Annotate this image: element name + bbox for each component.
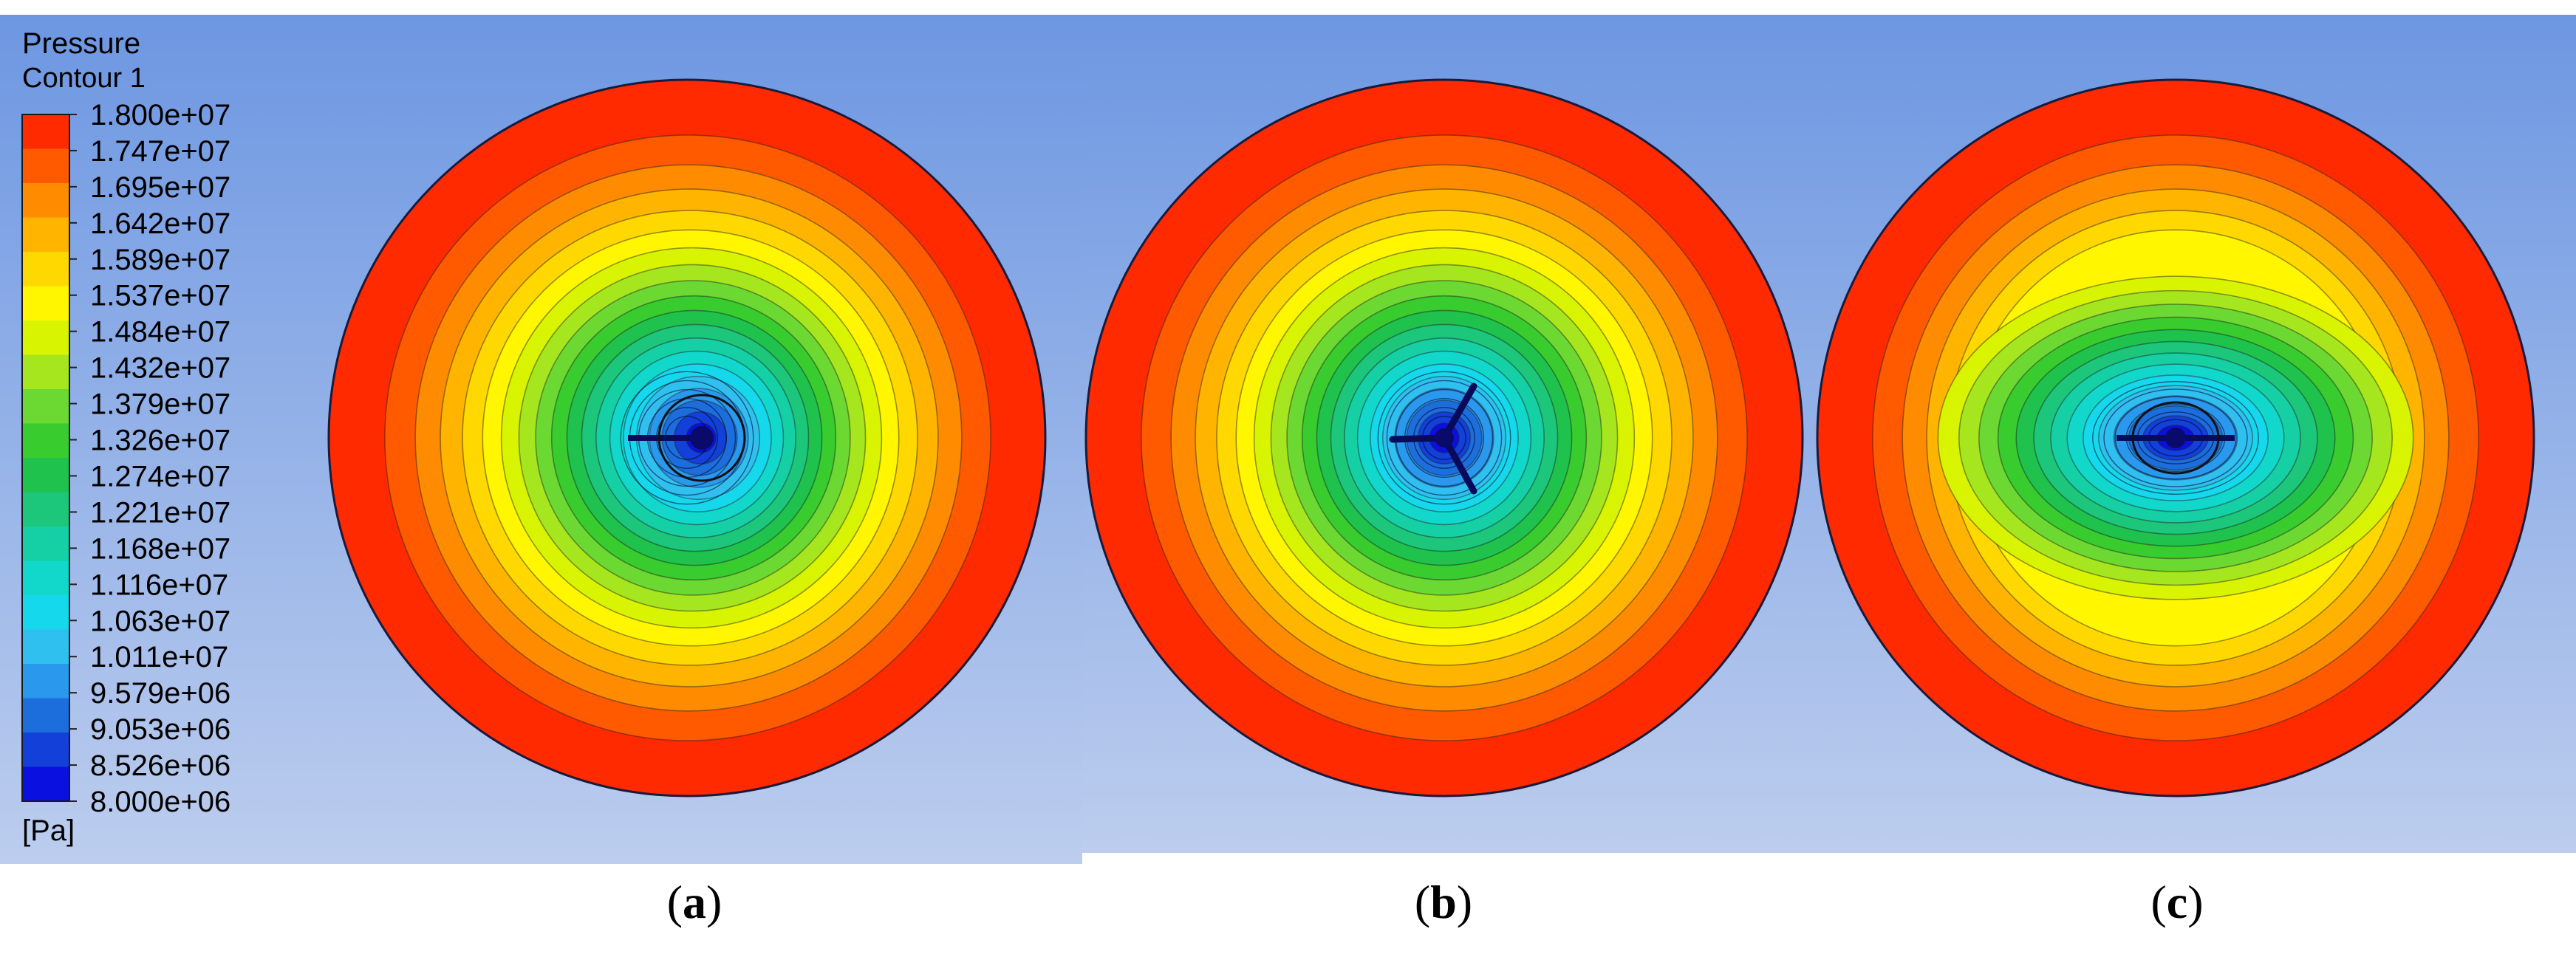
legend-swatch <box>22 354 69 390</box>
legend-swatch <box>22 698 69 733</box>
caption-b-close: ) <box>1456 876 1473 928</box>
legend-level-label: 1.063e+07 <box>90 605 230 637</box>
wellbore-marker <box>2165 428 2186 448</box>
inner-contour-line <box>620 371 754 505</box>
inner-contour-line <box>1386 380 1503 496</box>
caption-a-open: ( <box>666 876 683 928</box>
legend-level-label: 1.432e+07 <box>90 352 230 385</box>
legend-swatch <box>22 114 69 149</box>
caption-a-letter: a <box>683 876 706 928</box>
legend-swatch <box>22 389 69 424</box>
legend-swatch <box>22 252 69 287</box>
legend-level-label: 1.589e+07 <box>90 244 230 276</box>
inner-contour-line <box>1377 371 1511 505</box>
legend-swatch <box>22 423 69 459</box>
contour-panel-c <box>1816 78 2535 798</box>
wellbore-marker <box>690 426 714 450</box>
legend-level-label: 9.053e+06 <box>90 713 230 746</box>
caption-c: (c) <box>2103 875 2251 930</box>
legend-swatch <box>22 766 69 802</box>
legend-swatch <box>22 595 69 630</box>
legend-level-label: 1.011e+07 <box>90 641 228 673</box>
caption-a: (a) <box>621 875 768 930</box>
legend-level-label: 1.537e+07 <box>90 280 230 312</box>
legend-swatch <box>22 320 69 355</box>
influence-circle <box>657 394 746 482</box>
caption-c-close: ) <box>2187 876 2204 928</box>
legend-swatch <box>22 664 69 699</box>
legend-level-label: 1.116e+07 <box>90 569 228 601</box>
legend-level-label: 1.274e+07 <box>90 460 230 493</box>
legend-level-label: 8.526e+06 <box>90 750 230 782</box>
legend-title: Pressure <box>22 27 140 60</box>
caption-a-close: ) <box>706 876 722 928</box>
legend-level-label: 1.379e+07 <box>90 388 230 421</box>
influence-ellipse <box>2131 401 2220 475</box>
legend-level-label: 1.642e+07 <box>90 207 230 240</box>
legend-swatch <box>22 492 69 527</box>
inner-contour-line <box>2114 396 2237 480</box>
legend-level-label: 9.579e+06 <box>90 677 230 710</box>
legend-level-label: 1.168e+07 <box>90 532 230 565</box>
legend-level-label: 1.484e+07 <box>90 316 230 349</box>
legend-level-label: 8.000e+06 <box>90 786 230 818</box>
caption-b: (b) <box>1370 875 1517 930</box>
legend-level-label: 1.695e+07 <box>90 171 230 204</box>
legend-swatch <box>22 458 69 493</box>
legend-swatch <box>22 148 69 184</box>
legend-swatch <box>22 217 69 253</box>
legend-swatch <box>22 629 69 665</box>
legend-level-label: 1.221e+07 <box>90 496 230 529</box>
fracture-wing <box>1441 434 1477 495</box>
legend-color-bar <box>21 114 70 802</box>
legend-subtitle: Contour 1 <box>22 63 146 94</box>
caption-b-letter: b <box>1430 876 1457 928</box>
fracture-wing <box>1441 383 1477 442</box>
legend-bar-border <box>21 114 70 802</box>
legend-swatch <box>22 733 69 767</box>
contour-panel-b <box>1084 78 1804 798</box>
pressure-legend: Pressure Contour 1 1.800e+071.747e+071.6… <box>21 27 230 847</box>
inner-contour-line <box>2092 381 2259 495</box>
legend-swatch <box>22 286 69 321</box>
legend-swatch <box>22 183 69 218</box>
inner-contour-line <box>2103 388 2248 487</box>
wellbore-marker <box>1435 428 1454 447</box>
legend-level-label: 1.800e+07 <box>90 99 230 131</box>
legend-swatch <box>22 526 69 561</box>
legend-level-labels: 1.800e+07 1.747e+071.695e+071.642e+07 1.58… <box>69 99 230 818</box>
legend-level-label: 1.326e+07 <box>90 425 230 457</box>
legend-swatch <box>22 560 69 596</box>
caption-b-open: ( <box>1414 876 1431 928</box>
caption-c-letter: c <box>2166 876 2188 928</box>
legend-level-label: 1.747e+07 <box>90 135 230 168</box>
legend-unit: [Pa] <box>22 814 75 847</box>
contour-panel-a <box>327 78 1047 798</box>
caption-c-open: ( <box>2150 876 2167 928</box>
